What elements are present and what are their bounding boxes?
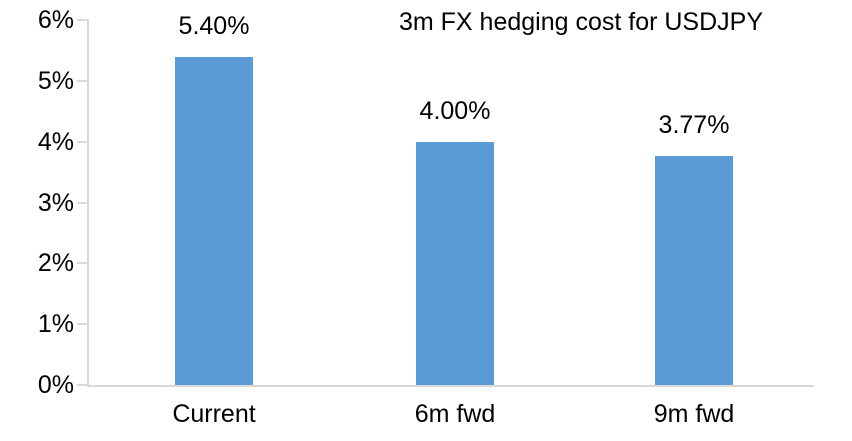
y-axis-tick: [77, 323, 89, 326]
y-axis-tick: [77, 19, 89, 21]
y-axis-tick-label: 6%: [37, 6, 74, 34]
y-axis-tick-label: 4%: [37, 127, 74, 156]
x-axis-category-label: 9m fwd: [653, 400, 735, 428]
y-axis-tick: [77, 140, 89, 143]
x-axis-category-label: Current: [172, 400, 256, 428]
bar: [175, 56, 253, 385]
y-axis-tick-label: 2%: [37, 249, 74, 278]
y-axis-tick-label: 5%: [37, 66, 74, 95]
x-axis-category-label: 6m fwd: [414, 400, 496, 428]
y-axis-tick: [77, 262, 89, 265]
x-axis-line: [87, 385, 814, 387]
y-axis-tick: [77, 79, 89, 82]
y-axis-tick: [77, 201, 89, 204]
y-axis-tick-label: 0%: [37, 371, 74, 399]
bar-value-label: 3.77%: [658, 110, 730, 139]
y-axis-tick-label: 1%: [37, 310, 74, 339]
y-axis-line: [87, 20, 89, 387]
bar-value-label: 5.40%: [178, 11, 250, 40]
bar: [655, 155, 733, 385]
chart-title: 3m FX hedging cost for USDJPY: [398, 8, 764, 36]
bar-value-label: 4.00%: [419, 96, 491, 125]
bar: [416, 141, 494, 385]
y-axis-tick-label: 3%: [37, 188, 74, 217]
y-axis-tick: [77, 384, 89, 386]
